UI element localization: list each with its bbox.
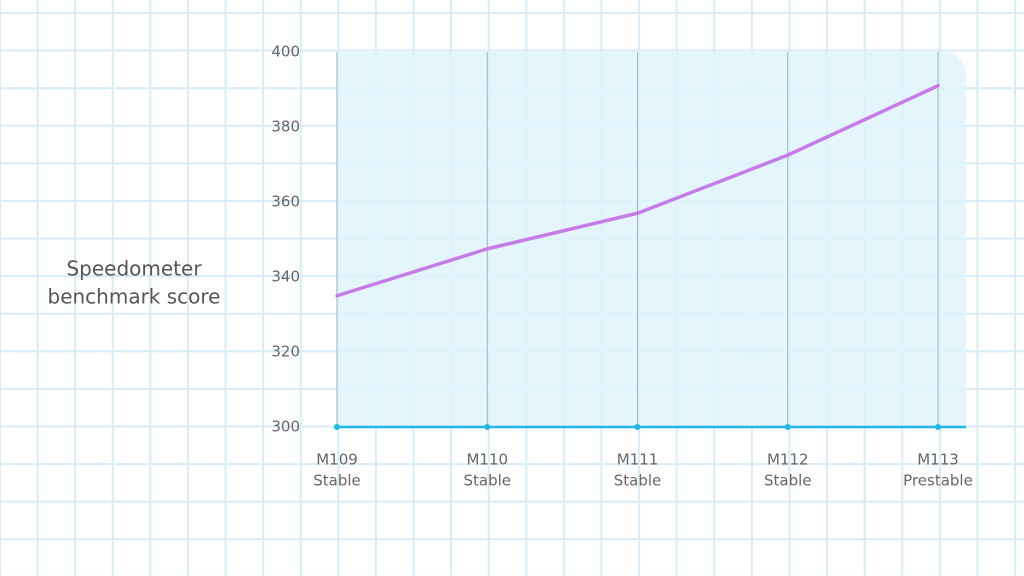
x-tick-label: M113 [917,451,959,469]
x-tick-label: Prestable [903,472,973,490]
x-tick-label: Stable [764,472,812,490]
y-axis-label: Speedometer [66,257,202,281]
axis-dot [634,424,641,430]
y-tick-label: 300 [271,418,300,436]
x-tick-label: M109 [316,451,358,469]
x-tick-label: M110 [466,451,508,469]
x-tick-label: Stable [313,472,361,490]
y-tick-label: 340 [271,268,300,286]
y-tick-label: 380 [271,118,300,136]
axis-dot [935,424,941,430]
line [335,84,940,298]
axis-dot [784,424,791,430]
axis-dot [484,424,491,430]
axis-dot [334,424,340,430]
plot-area [337,52,966,427]
x-tick-label: M111 [617,451,659,469]
x-tick-label: Stable [463,472,511,490]
x-tick-label: Stable [614,472,662,490]
x-tick-label: M112 [767,451,809,469]
y-tick-label: 400 [271,43,300,61]
y-axis-label: benchmark score [48,285,221,309]
y-tick-label: 320 [271,343,300,361]
y-tick-label: 360 [271,193,300,211]
